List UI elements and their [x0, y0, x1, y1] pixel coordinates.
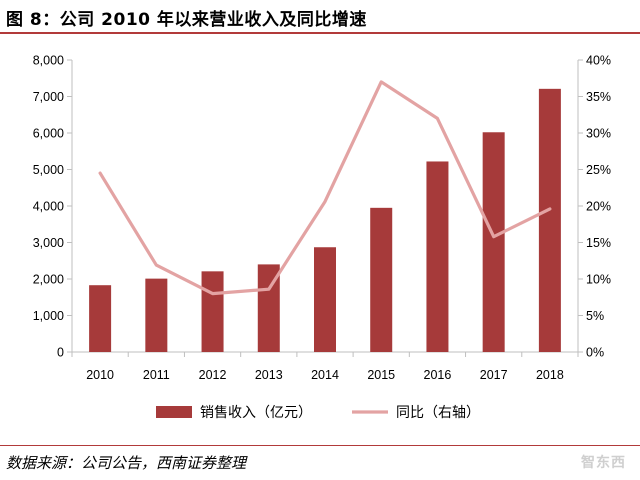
title-rule: [0, 32, 640, 34]
y-left-tick-label: 3,000: [33, 236, 64, 250]
revenue-bar: [89, 285, 112, 352]
x-tick-label: 2017: [480, 368, 508, 382]
revenue-bar: [201, 271, 224, 352]
revenue-bar: [257, 264, 280, 352]
x-tick-label: 2016: [424, 368, 452, 382]
footer-rule: [0, 445, 640, 446]
revenue-bar: [538, 88, 561, 353]
x-tick-label: 2010: [86, 368, 114, 382]
revenue-bar: [370, 207, 393, 352]
x-tick-label: 2012: [199, 368, 227, 382]
y-right-tick-label: 20%: [586, 200, 611, 214]
x-tick-label: 2013: [255, 368, 283, 382]
x-tick-label: 2014: [311, 368, 339, 382]
y-right-tick-label: 5%: [586, 309, 604, 323]
x-tick-label: 2011: [143, 368, 170, 382]
revenue-bar: [426, 161, 449, 352]
y-right-tick-label: 25%: [586, 163, 611, 177]
y-right-tick-label: 40%: [586, 54, 611, 68]
y-left-tick-label: 8,000: [33, 54, 64, 68]
y-left-tick-label: 6,000: [33, 127, 64, 141]
legend-bar-label: 销售收入（亿元）: [200, 405, 312, 421]
yoy-growth-line: [98, 80, 552, 296]
chart: 0 1,000 2,000 3,000 4,000 5,000 6,000 7,000 8,00…: [33, 54, 611, 422]
source-note: 数据来源：公司公告，西南证券整理: [6, 454, 247, 472]
revenue-bar: [482, 132, 505, 352]
figure-title: 图 8：公司 2010 年以来营业收入及同比增速: [6, 10, 367, 30]
watermark: 智东西: [581, 455, 626, 471]
x-tick-label: 2015: [367, 368, 395, 382]
y-right-tick-label: 30%: [586, 127, 611, 141]
y-left-tick-label: 0: [57, 346, 64, 360]
y-left-tick-label: 1,000: [33, 309, 64, 323]
y-right-tick-label: 10%: [586, 273, 611, 287]
legend-bar-swatch: [156, 406, 192, 418]
x-tick-label: 2018: [536, 368, 564, 382]
y-left-tick-label: 7,000: [33, 90, 64, 104]
y-right-tick-label: 35%: [586, 90, 611, 104]
revenue-bar: [145, 278, 168, 352]
legend-line-label: 同比（右轴）: [396, 405, 480, 421]
y-right-tick-label: 0%: [586, 346, 604, 360]
y-left-tick-label: 5,000: [33, 163, 64, 177]
y-left-tick-label: 4,000: [33, 200, 64, 214]
revenue-bar: [314, 247, 336, 352]
y-left-tick-label: 2,000: [33, 273, 64, 287]
y-right-tick-label: 15%: [586, 236, 611, 250]
